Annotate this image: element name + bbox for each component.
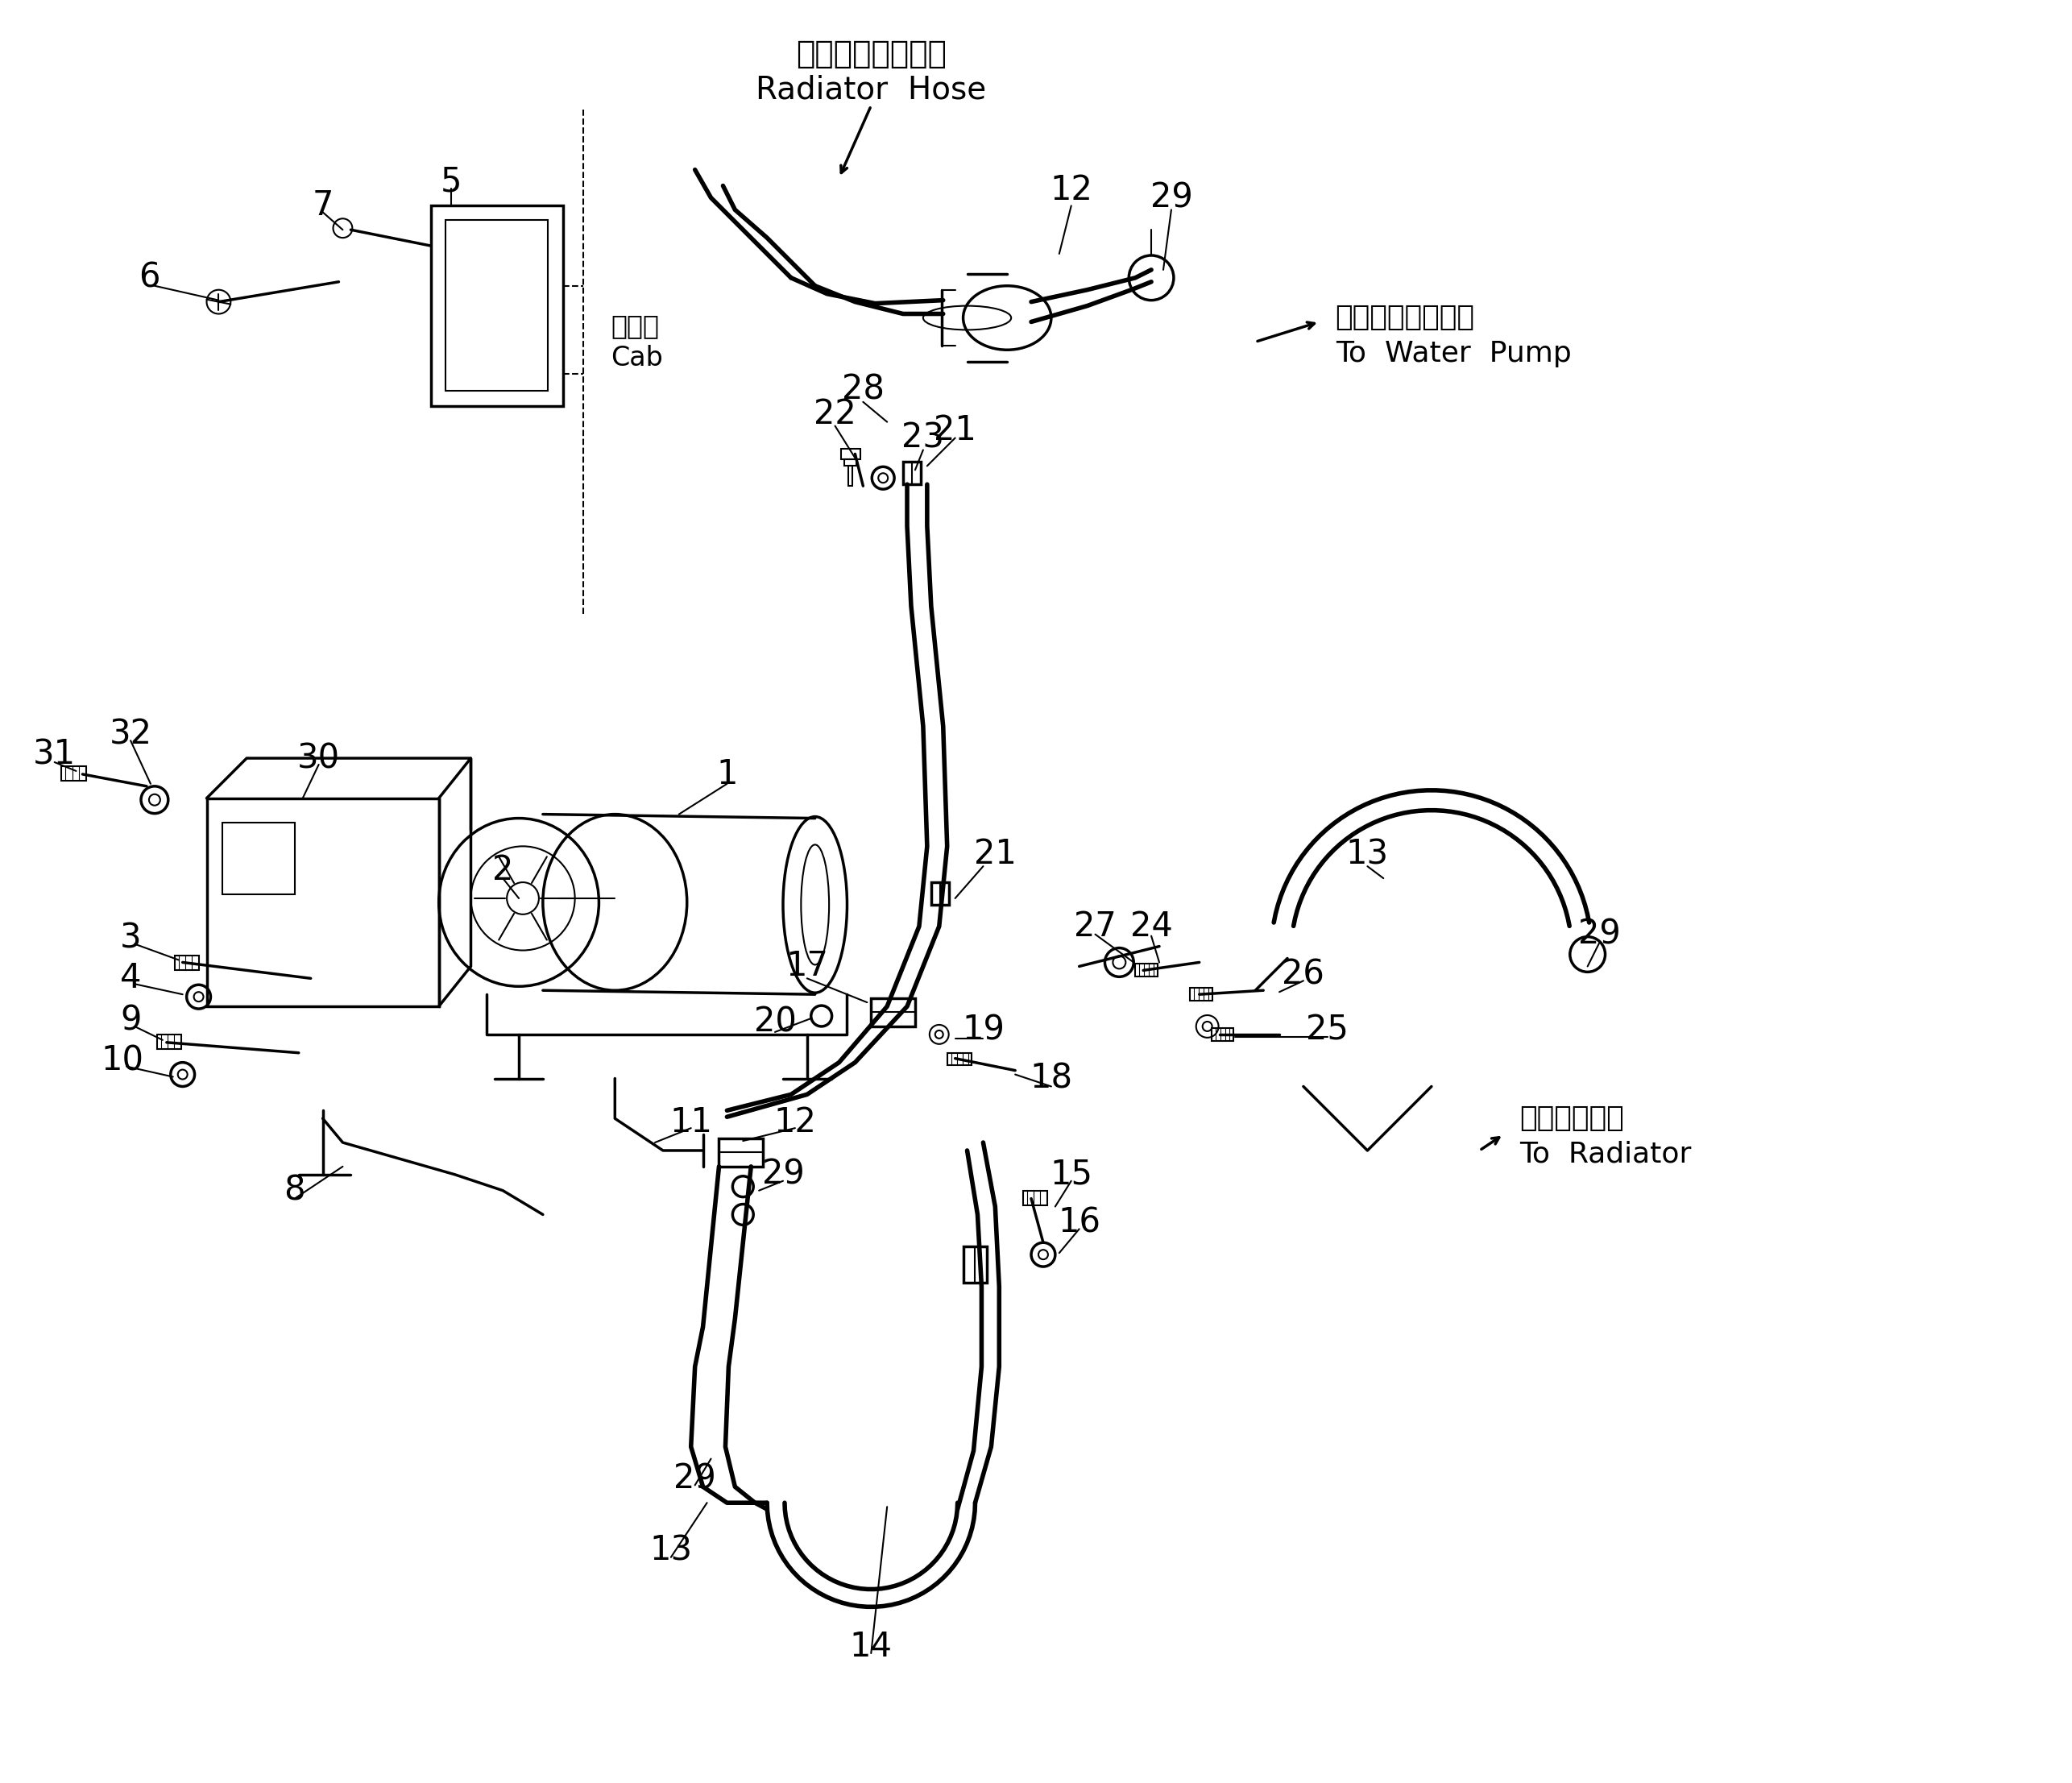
Text: 6: 6 bbox=[139, 260, 160, 294]
Text: 32: 32 bbox=[110, 717, 151, 751]
Bar bbox=[930, 883, 949, 904]
Text: ラジエータホース: ラジエータホース bbox=[796, 37, 947, 70]
Text: 5: 5 bbox=[439, 164, 462, 198]
Text: 4: 4 bbox=[120, 961, 141, 995]
Text: To  Water  Pump: To Water Pump bbox=[1334, 341, 1571, 367]
Bar bbox=[1135, 965, 1158, 977]
Bar bbox=[431, 205, 564, 407]
Text: 27: 27 bbox=[1073, 909, 1117, 943]
Text: 12: 12 bbox=[773, 1105, 816, 1139]
Text: 14: 14 bbox=[850, 1630, 893, 1664]
Text: 17: 17 bbox=[785, 949, 829, 982]
Text: 10: 10 bbox=[102, 1043, 143, 1077]
Text: 29: 29 bbox=[762, 1157, 804, 1191]
Text: 21: 21 bbox=[934, 414, 976, 448]
Bar bbox=[850, 465, 854, 487]
Text: 18: 18 bbox=[1030, 1061, 1073, 1095]
Bar bbox=[174, 956, 199, 970]
Bar bbox=[841, 449, 860, 460]
Text: 7: 7 bbox=[313, 189, 334, 223]
Text: 30: 30 bbox=[296, 742, 340, 776]
Text: 16: 16 bbox=[1059, 1205, 1100, 1239]
Text: 21: 21 bbox=[974, 838, 1017, 872]
Text: 23: 23 bbox=[901, 421, 945, 455]
Bar bbox=[1189, 988, 1212, 1000]
Text: 29: 29 bbox=[673, 1462, 717, 1496]
Text: 29: 29 bbox=[1579, 918, 1620, 952]
Text: 13: 13 bbox=[1347, 838, 1388, 872]
Bar bbox=[870, 998, 916, 1027]
Text: 1: 1 bbox=[717, 758, 738, 792]
Text: 15: 15 bbox=[1051, 1157, 1092, 1191]
Text: ウォータポンプへ: ウォータポンプへ bbox=[1334, 305, 1475, 332]
Bar bbox=[207, 799, 439, 1006]
Text: 28: 28 bbox=[841, 373, 885, 407]
Text: キャブ: キャブ bbox=[611, 312, 659, 339]
Text: 2: 2 bbox=[493, 854, 514, 888]
Text: 8: 8 bbox=[284, 1173, 305, 1207]
Text: 19: 19 bbox=[961, 1013, 1005, 1047]
Bar bbox=[1212, 1029, 1233, 1041]
Text: To  Radiator: To Radiator bbox=[1519, 1141, 1691, 1168]
Text: 24: 24 bbox=[1129, 909, 1173, 943]
Text: Cab: Cab bbox=[611, 344, 663, 371]
Bar bbox=[445, 219, 547, 390]
Text: 20: 20 bbox=[754, 1006, 796, 1039]
Text: 26: 26 bbox=[1283, 957, 1324, 991]
Text: 13: 13 bbox=[649, 1533, 692, 1567]
Bar bbox=[947, 1052, 972, 1064]
Text: 29: 29 bbox=[1150, 180, 1193, 214]
Bar bbox=[963, 1246, 986, 1282]
Text: 31: 31 bbox=[33, 738, 77, 770]
Bar bbox=[60, 767, 87, 781]
Bar bbox=[222, 822, 294, 895]
Text: 9: 9 bbox=[120, 1004, 141, 1038]
Bar bbox=[1024, 1191, 1046, 1205]
Text: 12: 12 bbox=[1051, 173, 1092, 207]
Text: 11: 11 bbox=[669, 1105, 713, 1139]
Bar bbox=[903, 462, 920, 485]
Text: 25: 25 bbox=[1305, 1013, 1349, 1047]
Text: 3: 3 bbox=[120, 922, 141, 956]
Text: ラジエータへ: ラジエータへ bbox=[1519, 1105, 1624, 1132]
Text: 22: 22 bbox=[814, 398, 856, 431]
Text: Radiator  Hose: Radiator Hose bbox=[756, 75, 986, 105]
Bar bbox=[157, 1034, 180, 1048]
Bar bbox=[719, 1139, 762, 1166]
Bar bbox=[845, 460, 856, 465]
